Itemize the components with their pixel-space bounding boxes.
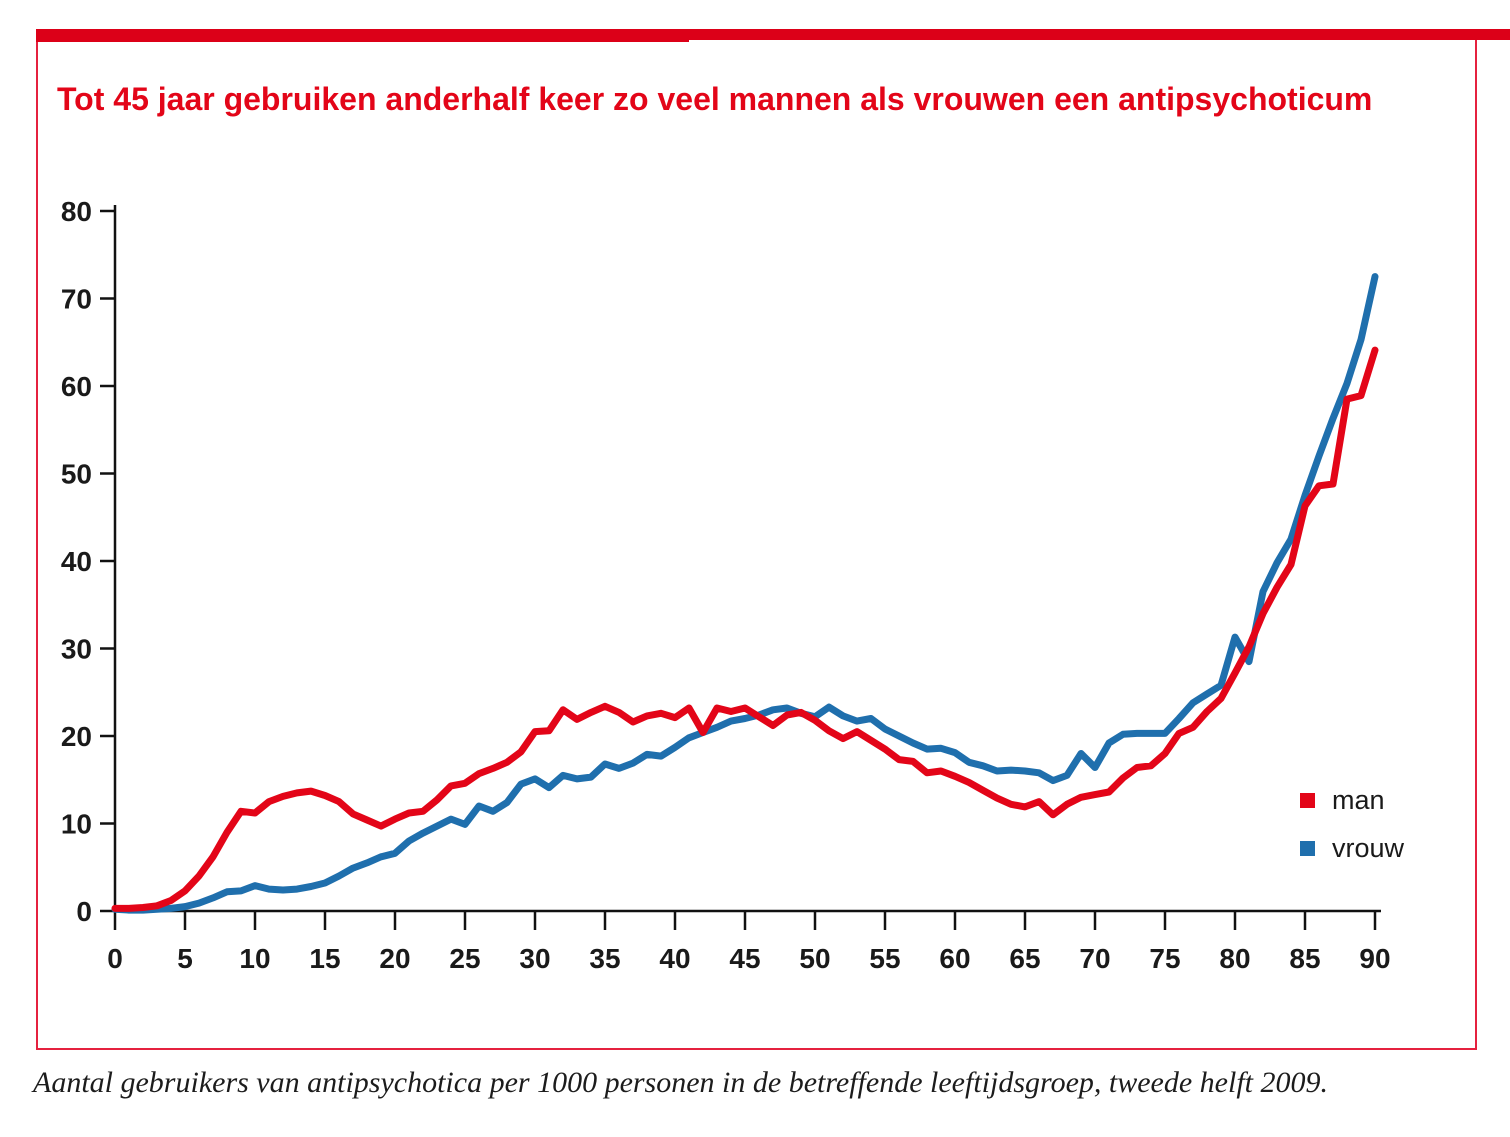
legend-item-man: man	[1300, 787, 1404, 814]
y-tick-label: 50	[61, 459, 92, 490]
legend-swatch-man-icon	[1300, 793, 1315, 808]
figure-caption: Aantal gebruikers van antipsychotica per…	[33, 1066, 1328, 1099]
chart-title: Tot 45 jaar gebruiken anderhalf keer zo …	[57, 81, 1373, 117]
top-accent-bar-right	[689, 29, 1510, 40]
x-tick-label: 60	[939, 943, 970, 974]
x-tick-label: 45	[729, 943, 760, 974]
y-tick-label: 80	[61, 196, 92, 227]
y-tick-label: 20	[61, 721, 92, 752]
legend-label: vrouw	[1332, 833, 1405, 863]
x-tick-label: 15	[309, 943, 340, 974]
x-tick-label: 55	[869, 943, 900, 974]
figure-panel: Tot 45 jaar gebruiken anderhalf keer zo …	[36, 29, 1510, 1050]
series-line-man	[111, 346, 1379, 912]
legend: man vrouw	[1300, 787, 1404, 883]
x-tick-label: 80	[1219, 943, 1250, 974]
x-tick-label: 0	[107, 943, 123, 974]
x-tick-label: 10	[239, 943, 270, 974]
x-tick-label: 65	[1009, 943, 1040, 974]
y-tick-label: 60	[61, 371, 92, 402]
x-tick-label: 85	[1289, 943, 1320, 974]
legend-swatch-vrouw-icon	[1300, 841, 1315, 856]
x-tick-label: 90	[1359, 943, 1390, 974]
x-tick-label: 70	[1079, 943, 1110, 974]
x-tick-label: 75	[1149, 943, 1180, 974]
top-accent-bar-left	[36, 29, 689, 42]
y-tick-label: 30	[61, 634, 92, 665]
series-line-vrouw	[111, 273, 1379, 914]
y-tick-label: 10	[61, 809, 92, 840]
legend-item-vrouw: vrouw	[1300, 835, 1404, 862]
x-tick-label: 35	[589, 943, 620, 974]
y-tick-label: 0	[76, 896, 92, 927]
x-tick-label: 20	[379, 943, 410, 974]
y-tick-label: 40	[61, 546, 92, 577]
y-tick-label: 70	[61, 284, 92, 315]
x-tick-label: 40	[659, 943, 690, 974]
x-tick-label: 50	[799, 943, 830, 974]
x-tick-label: 25	[449, 943, 480, 974]
x-tick-label: 30	[519, 943, 550, 974]
legend-label: man	[1332, 785, 1385, 815]
chart-canvas: 0 10 20 30 40 50 60 70 80 0 5 10 15 20 25 30 35 40 45 50 55 6…	[61, 196, 1391, 974]
x-tick-label: 5	[177, 943, 193, 974]
